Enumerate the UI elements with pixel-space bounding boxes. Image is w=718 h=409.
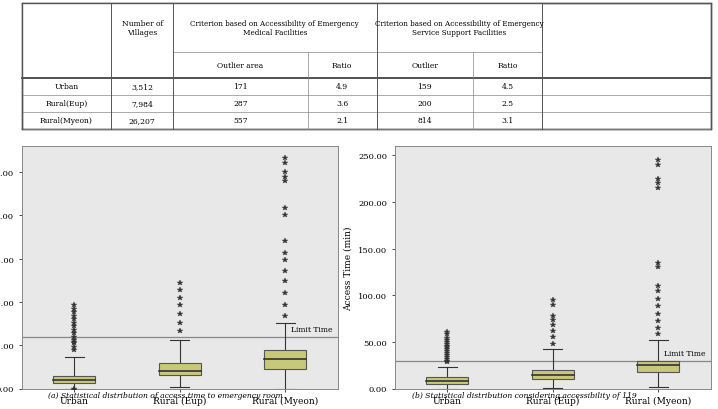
Text: 2.5: 2.5 [501,100,513,108]
Bar [637,361,679,372]
Text: Outlier: Outlier [411,62,438,70]
Text: (b) Statistical distribution considering accessibility of 119: (b) Statistical distribution considering… [411,391,637,399]
Text: 557: 557 [233,117,248,125]
Text: 7,984: 7,984 [131,100,153,108]
Text: 26,207: 26,207 [129,117,156,125]
Bar [173,4,376,52]
Text: Rural(Myeon): Rural(Myeon) [40,117,93,125]
Text: Urban: Urban [55,83,78,91]
Bar [376,4,542,52]
Text: 814: 814 [417,117,432,125]
Text: 171: 171 [233,83,248,91]
Text: Limit Time: Limit Time [664,349,706,357]
Text: 2.1: 2.1 [336,117,348,125]
Text: 3,512: 3,512 [131,83,153,91]
Y-axis label: Access Time (min): Access Time (min) [343,225,353,310]
Text: Criterion based on Accessibility of Emergency
Service Support Facilities: Criterion based on Accessibility of Emer… [375,20,544,37]
Bar [22,52,111,79]
Text: Rural(Eup): Rural(Eup) [45,100,88,108]
Text: Outlier area: Outlier area [218,62,264,70]
Text: Ratio: Ratio [498,62,518,70]
Text: 287: 287 [233,100,248,108]
Text: Criterion based on Accessibility of Emergency
Medical Facilities: Criterion based on Accessibility of Emer… [190,20,359,37]
Bar [426,378,468,384]
Bar [111,4,173,52]
Bar [53,376,95,383]
Bar [159,363,201,375]
Text: 3.6: 3.6 [336,100,348,108]
Text: Ratio: Ratio [332,62,353,70]
Text: (a) Statistical distribution of access time to emergency room: (a) Statistical distribution of access t… [48,391,282,399]
Bar [473,52,542,79]
Bar [307,52,376,79]
Bar [376,52,473,79]
Text: 3.1: 3.1 [501,117,513,125]
Bar [264,351,306,370]
Text: 4.5: 4.5 [501,83,513,91]
Text: 4.9: 4.9 [336,83,348,91]
Text: 159: 159 [417,83,432,91]
Bar [22,4,111,52]
Bar [173,52,307,79]
Bar [531,370,574,379]
Bar [111,52,173,79]
Text: Number of
Villages: Number of Villages [121,20,163,37]
Text: 200: 200 [417,100,432,108]
Text: Limit Time: Limit Time [291,325,332,333]
